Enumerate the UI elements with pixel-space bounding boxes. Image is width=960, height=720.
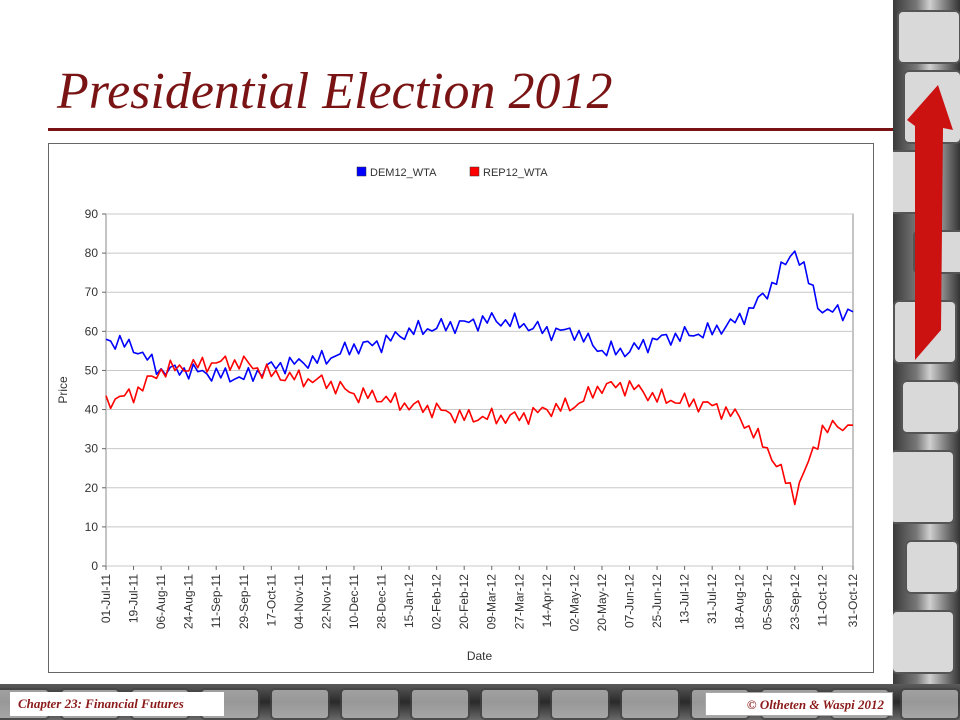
- keyboard-key-decoration: [905, 540, 959, 594]
- plot-area: [105, 213, 854, 567]
- keyboard-key-decoration: [900, 688, 960, 720]
- x-tick-label: 28-Dec-11: [375, 574, 389, 629]
- x-tick-label: 14-Apr-12: [540, 574, 554, 628]
- legend-swatch-dem12-wta: [356, 166, 367, 177]
- red-arrow-shape: [907, 85, 953, 360]
- x-tick-label: 06-Aug-11: [154, 574, 168, 629]
- x-tick-label: 20-Feb-12: [457, 574, 471, 630]
- legend-swatch-rep12-wta: [469, 166, 480, 177]
- chart-frame: 0 10 20 30 40 50 60 70 80 90 01-Jul-11 19-Jul-11 06-…: [48, 143, 874, 673]
- series-line-rep12-wta: [105, 355, 854, 506]
- x-tick-label: 11-Oct-12: [815, 574, 829, 627]
- x-tick-label: 19-Jul-11: [127, 574, 141, 623]
- title-divider: [48, 128, 893, 131]
- y-tick-label: 50: [85, 363, 99, 377]
- x-axis-label: Date: [467, 649, 493, 663]
- keyboard-key-decoration: [893, 610, 955, 674]
- legend-entry-dem12-wta: DEM12_WTA: [370, 167, 437, 179]
- keyboard-key-decoration: [410, 688, 470, 720]
- y-tick-label: 30: [85, 442, 99, 456]
- y-tick-label: 80: [85, 246, 99, 260]
- footer-chapter: Chapter 23: Financial Futures: [10, 692, 224, 716]
- x-tick-label: 18-Aug-12: [733, 574, 747, 630]
- x-tick-label: 27-Mar-12: [512, 574, 526, 630]
- x-tick-label: 17-Oct-11: [264, 574, 278, 627]
- x-tick-label: 13-Jul-12: [678, 574, 692, 624]
- keyboard-key-decoration: [480, 688, 540, 720]
- x-tick-label: 22-Nov-11: [319, 574, 333, 629]
- page-title: Presidential Election 2012: [57, 63, 613, 120]
- x-tick-label: 29-Sep-11: [237, 574, 251, 629]
- x-tick-label: 04-Nov-11: [292, 574, 306, 629]
- y-tick-label: 90: [85, 207, 99, 221]
- y-tick-label: 70: [85, 285, 99, 299]
- x-tick-label: 10-Dec-11: [347, 574, 361, 629]
- y-tick-label: 60: [85, 324, 99, 338]
- footer-copyright: © Oltheten & Waspi 2012: [705, 692, 893, 716]
- red-arrow-icon: [907, 85, 953, 360]
- y-axis-label: Price: [56, 376, 70, 404]
- x-tick-label: 01-Jul-11: [99, 574, 113, 623]
- x-tick-label: 09-Mar-12: [485, 574, 499, 630]
- keyboard-key-decoration: [340, 688, 400, 720]
- keyboard-key-decoration: [270, 688, 330, 720]
- x-tick-label: 07-Jun-12: [623, 574, 637, 628]
- legend-entry-rep12-wta: REP12_WTA: [483, 167, 548, 179]
- keyboard-key-decoration: [901, 380, 960, 434]
- x-tick-label: 11-Sep-11: [209, 574, 223, 629]
- x-tick-label: 15-Jan-12: [402, 574, 416, 628]
- y-tick-label: 20: [85, 481, 99, 495]
- y-tick-label: 40: [85, 403, 99, 417]
- keyboard-decoration: [893, 0, 960, 720]
- y-tick-label: 0: [91, 559, 98, 573]
- x-tick-label: 02-May-12: [567, 574, 581, 632]
- keyboard-key-decoration: [550, 688, 610, 720]
- keyboard-key-decoration: [893, 450, 955, 524]
- x-tick-label: 31-Jul-12: [705, 574, 719, 624]
- x-tick-label: 25-Jun-12: [650, 574, 664, 628]
- y-tick-label: 10: [85, 520, 99, 534]
- election-price-chart: 0 10 20 30 40 50 60 70 80 90 01-Jul-11 19-Jul-11 06-…: [56, 166, 860, 663]
- series-line-dem12-wta: [105, 250, 854, 383]
- keyboard-key-decoration: [897, 10, 960, 64]
- x-tick-label: 31-Oct-12: [846, 574, 860, 628]
- x-tick-label: 24-Aug-11: [182, 574, 196, 629]
- x-tick-label: 02-Feb-12: [430, 574, 444, 630]
- x-tick-label: 23-Sep-12: [788, 574, 802, 630]
- keyboard-key-decoration: [620, 688, 680, 720]
- x-tick-label: 20-May-12: [595, 574, 609, 632]
- x-tick-label: 05-Sep-12: [760, 574, 774, 630]
